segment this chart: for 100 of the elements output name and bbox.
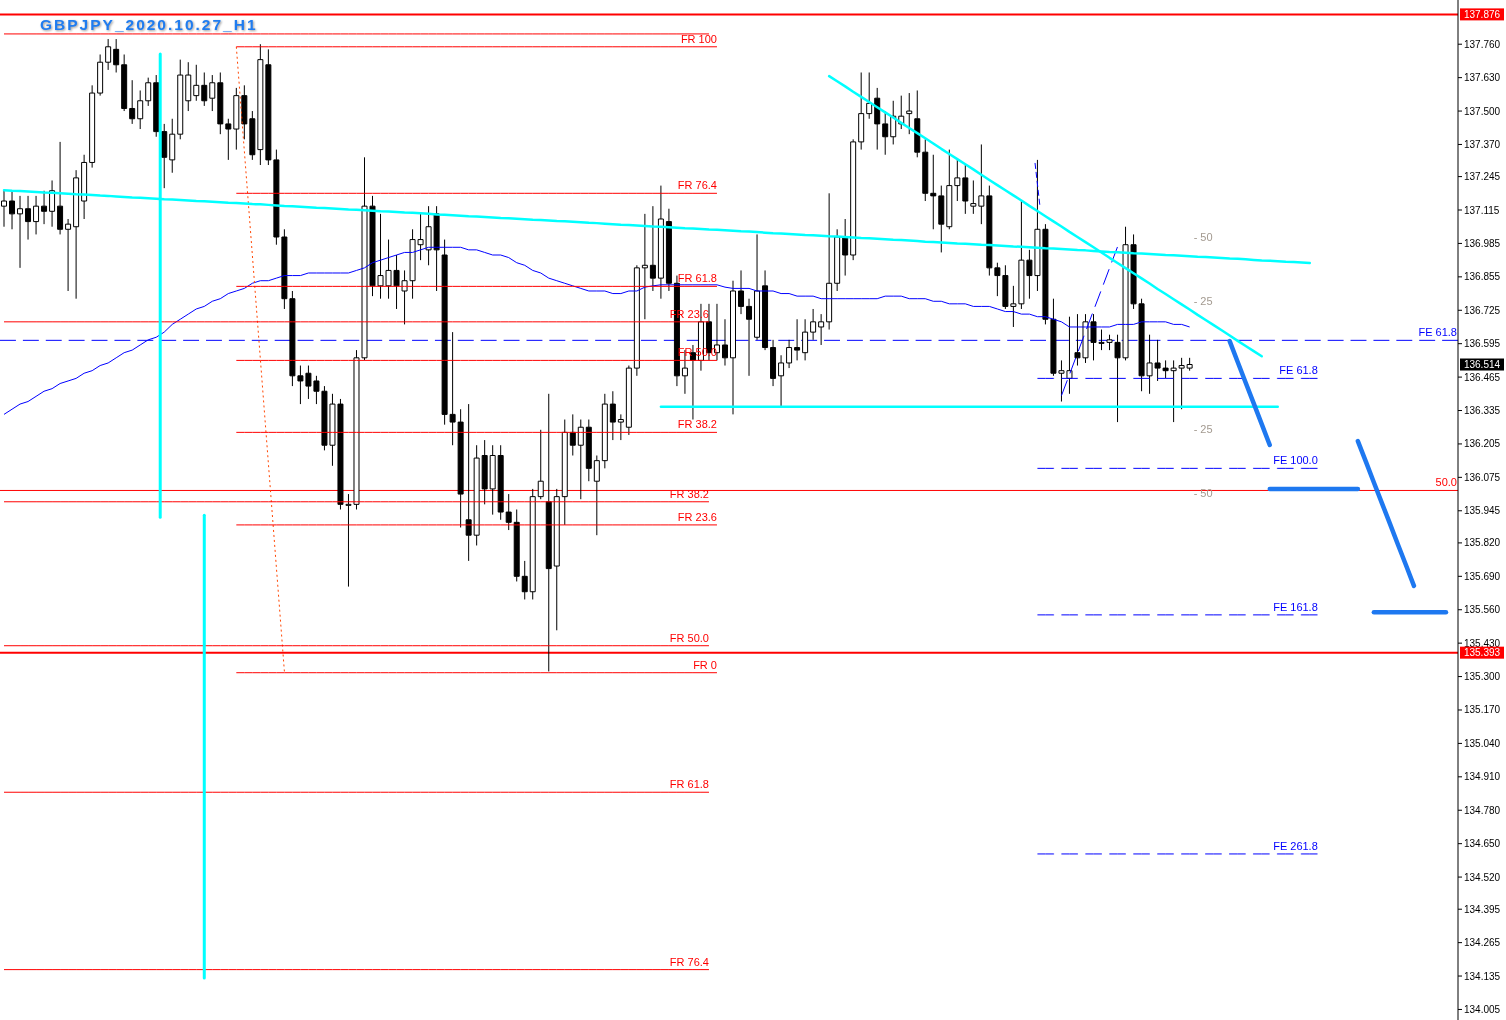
candlestick <box>577 419 584 500</box>
candlestick <box>762 269 769 351</box>
line-series <box>1355 438 1417 589</box>
y-tick-label: 136.855 <box>1464 271 1501 283</box>
candlestick <box>129 79 136 125</box>
candlestick <box>233 87 240 151</box>
candlestick <box>537 429 544 500</box>
y-tick-label: 136.465 <box>1464 371 1501 383</box>
candlestick <box>665 208 672 292</box>
y-tick-label: 135.945 <box>1464 505 1501 517</box>
annotation: FE 61.8 <box>1418 326 1457 339</box>
candlestick <box>601 393 608 469</box>
candlestick <box>137 89 144 130</box>
candlestick <box>930 154 937 230</box>
candlestick <box>193 64 200 102</box>
candlestick <box>465 403 472 562</box>
candlestick <box>473 444 480 546</box>
candlestick <box>874 87 881 151</box>
y-tick-label: 135.170 <box>1464 704 1501 716</box>
candlestick <box>962 164 969 215</box>
candlestick <box>497 444 504 521</box>
candlestick <box>161 123 168 189</box>
candlestick <box>33 195 40 235</box>
candlestick <box>25 195 32 241</box>
candlestick <box>57 141 64 235</box>
candlestick <box>177 59 184 140</box>
candlestick <box>49 179 56 228</box>
candlestick <box>906 92 913 135</box>
candlestick <box>770 339 777 387</box>
candlestick <box>954 159 961 202</box>
candlestick <box>625 365 632 436</box>
y-tick-label: 135.040 <box>1464 737 1501 749</box>
candlestick <box>225 118 232 161</box>
y-tick-label: 136.075 <box>1464 471 1501 483</box>
candlestick <box>786 339 793 369</box>
candlestick <box>569 413 576 456</box>
y-tick-label: 135.690 <box>1464 570 1501 582</box>
text: GBPJPY_2020.10.27_H1 <box>40 15 258 33</box>
line-series <box>1227 338 1272 448</box>
y-tick-label: 134.395 <box>1464 903 1501 915</box>
y-tick-label: 134.005 <box>1464 1003 1501 1015</box>
candlestick <box>1 190 8 228</box>
series-label: FR 76.4 <box>677 179 717 192</box>
candlestick <box>818 313 825 346</box>
y-tick-label: 136.335 <box>1464 405 1501 417</box>
ref-line-label: 135.393 <box>1463 647 1501 659</box>
y-tick-label: 137.370 <box>1464 138 1501 150</box>
candlestick <box>553 488 560 631</box>
y-tick-label: 137.630 <box>1464 72 1501 84</box>
candlestick <box>513 508 520 582</box>
series-label: FR 50.0 <box>669 631 709 644</box>
series-label: FE 61.8 <box>1279 364 1318 377</box>
text: 136.514 <box>1463 359 1501 371</box>
series-label: FR 61.8 <box>677 272 717 285</box>
candlestick <box>738 269 745 315</box>
candlestick <box>617 413 624 441</box>
series-label: FE 261.8 <box>1273 839 1318 852</box>
candlestick <box>65 218 72 292</box>
candlestick <box>545 393 552 672</box>
candlestick <box>81 154 88 220</box>
series-label: FE 100.0 <box>1273 454 1318 467</box>
candlestick <box>970 179 977 215</box>
y-tick-label: 136.725 <box>1464 304 1501 316</box>
y-tick-label: 136.985 <box>1464 237 1501 249</box>
candlestick <box>938 185 945 253</box>
y-tick-label: 135.430 <box>1464 637 1501 649</box>
y-tick-label: 134.265 <box>1464 937 1501 949</box>
series-label: FR 61.8 <box>669 778 709 791</box>
candlestick <box>730 280 737 415</box>
candlestick <box>241 84 248 140</box>
candlestick <box>561 419 568 526</box>
y-tick-label: 135.820 <box>1464 537 1501 549</box>
series-label: FE 161.8 <box>1273 600 1318 613</box>
annotation: - 25 <box>1193 294 1213 307</box>
y-tick-label: 135.300 <box>1464 671 1501 683</box>
candlestick <box>946 149 953 230</box>
y-tick-label: 134.780 <box>1464 804 1501 816</box>
candlestick <box>721 318 728 367</box>
candlestick <box>794 318 801 361</box>
line-series <box>235 46 285 672</box>
candlestick <box>73 169 80 300</box>
y-tick-label: 137.245 <box>1464 171 1501 183</box>
candlestick <box>866 71 873 120</box>
candlestick <box>810 308 817 341</box>
candlestick <box>121 54 128 112</box>
candlestick <box>978 143 985 225</box>
candlestick <box>922 138 929 202</box>
candlestick <box>858 71 865 151</box>
y-tick-label: 137.760 <box>1464 38 1501 50</box>
candlestick <box>9 190 16 230</box>
series-label: FR 0 <box>693 658 717 671</box>
y-tick-label: 136.205 <box>1464 438 1501 450</box>
candlestick <box>169 118 176 174</box>
annotation: - 25 <box>1193 422 1213 435</box>
series-label: FR 23.6 <box>677 510 717 523</box>
candlestick <box>834 228 841 292</box>
ref-line-label: 137.876 <box>1463 8 1501 20</box>
candlestick <box>521 560 528 600</box>
candlestick <box>609 390 616 441</box>
series-label: FR 76.4 <box>669 955 709 968</box>
